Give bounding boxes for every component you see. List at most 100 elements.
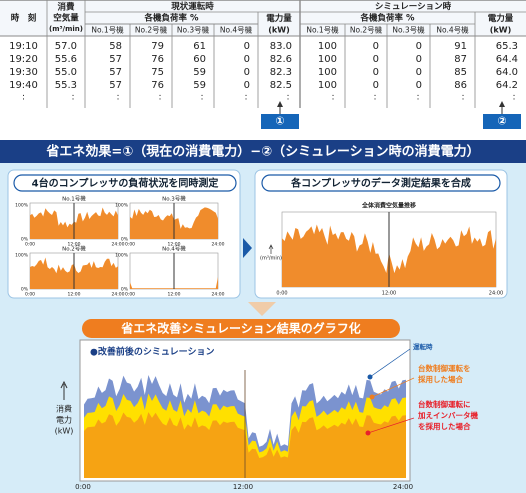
table-cell: 0 — [244, 41, 250, 52]
table-ellipsis: : — [416, 93, 419, 103]
composite-y-label: (m³/min) — [260, 256, 282, 262]
table-ellipsis: : — [200, 93, 203, 103]
table-cell: 0 — [373, 41, 379, 52]
table-cell: 83.0 — [270, 41, 292, 52]
table-cell: 64.4 — [496, 54, 518, 65]
table-cell: 57.0 — [55, 41, 77, 52]
table-ellipsis: : — [158, 93, 161, 103]
left-panel-title: 4台のコンプレッサの負荷状況を同時測定 — [32, 177, 219, 190]
small-chart-y-label: 0% — [121, 287, 129, 293]
table-cell: 0 — [416, 54, 422, 65]
table-header-bg — [0, 0, 526, 36]
header-power: 電力量 — [488, 13, 514, 24]
composite-y-arrow — [268, 244, 274, 254]
marker-box — [261, 114, 299, 129]
result-y-label: 消費 — [56, 404, 72, 414]
small-chart-x-label: 24:00 — [212, 292, 225, 298]
marker-box — [483, 114, 521, 129]
marker-arrowhead — [499, 101, 505, 107]
table-cell: 19:10 — [9, 41, 38, 52]
small-chart-x-label: 0:00 — [25, 242, 35, 248]
table-cell: 100 — [318, 80, 337, 91]
header-unit: No.1号機 — [91, 25, 124, 35]
header-power: 電力量 — [266, 13, 292, 24]
table-cell: 0 — [373, 54, 379, 65]
leader-current — [369, 348, 411, 378]
result-title: 省エネ改善シミュレーション結果のグラフ化 — [120, 321, 361, 336]
table-ellipsis: : — [461, 93, 464, 103]
leader-inverter — [367, 417, 415, 434]
table-ellipsis: : — [286, 93, 289, 103]
table-cell: 75 — [151, 67, 164, 78]
table-cell: 91 — [454, 41, 467, 52]
table-cell: 60 — [193, 54, 206, 65]
label-current: 運転時 — [413, 342, 433, 351]
table-cell: 65.3 — [496, 41, 518, 52]
leader-count-control — [371, 377, 415, 398]
table-ellipsis: : — [512, 93, 515, 103]
composite-x-label: 0:00 — [276, 291, 287, 297]
header-unit: No.2号機 — [135, 25, 168, 35]
table-cell: 0 — [244, 80, 250, 91]
composite-x-label: 12:00 — [382, 291, 396, 297]
small-chart-y-label: 100% — [115, 203, 129, 209]
header-unit: No.2号機 — [350, 25, 383, 35]
label-count-control: 採用した場合 — [418, 374, 463, 384]
header-load: 各機負荷率 % — [144, 13, 199, 24]
result-y-label: 電力 — [56, 415, 72, 425]
small-chart-title: No.4号機 — [162, 245, 186, 253]
table-cell: 57 — [109, 54, 122, 65]
table-ellipsis: : — [373, 93, 376, 103]
small-chart-title: No.3号機 — [162, 195, 186, 203]
header-current: 現状運転時 — [171, 1, 214, 12]
table-cell: 79 — [151, 41, 164, 52]
header-unit: No.1号機 — [306, 25, 339, 35]
table-ellipsis: : — [116, 93, 119, 103]
header-simulation: シミュレーション時 — [375, 1, 452, 12]
table-cell: 55.6 — [55, 54, 77, 65]
table-cell: 19:40 — [9, 80, 38, 91]
marker-arrowhead — [277, 101, 283, 107]
table-cell: 0 — [244, 54, 250, 65]
result-legend: ●改善前後のシミュレーション — [90, 346, 215, 358]
small-chart-y-label: 0% — [121, 237, 129, 243]
table-cell: 100 — [318, 67, 337, 78]
panel-arrow — [243, 238, 252, 258]
small-chart-y-label: 0% — [21, 287, 29, 293]
label-inverter: を採用した場合 — [418, 421, 471, 431]
table-cell: 85 — [454, 67, 467, 78]
banner-text: 省エネ効果=①（現在の消費電力）−②（シミュレーション時の消費電力） — [45, 144, 479, 160]
table-cell: 58 — [109, 41, 122, 52]
header-unit: No.3号機 — [392, 25, 425, 35]
table-ellipsis: : — [244, 93, 247, 103]
small-chart-x-label: 24:00 — [112, 242, 125, 248]
small-chart-x-label: 0:00 — [125, 242, 135, 248]
table-cell: 87 — [454, 54, 467, 65]
small-chart-title: No.2号機 — [62, 245, 86, 253]
table-cell: 0 — [416, 41, 422, 52]
small-chart-y-label: 100% — [15, 253, 29, 259]
header-air: 空気量 — [53, 13, 79, 24]
small-chart-y-label: 100% — [115, 253, 129, 259]
small-chart-x-label: 12:00 — [68, 292, 81, 298]
table-cell: 82.6 — [270, 54, 292, 65]
table-cell: 57 — [109, 80, 122, 91]
table-cell: 19:30 — [9, 67, 38, 78]
composite-x-label: 24:00 — [489, 291, 503, 297]
table-cell: 19:20 — [9, 54, 38, 65]
small-chart-title: No.1号機 — [62, 195, 86, 203]
left-panel-title-bg — [13, 174, 237, 192]
marker-label: ① — [275, 115, 284, 128]
label-inverter: 台数制御運転に — [418, 399, 471, 409]
small-chart-y-label: 100% — [15, 203, 29, 209]
table-cell: 86 — [454, 80, 467, 91]
header-air: (m³/min) — [49, 25, 83, 33]
table-cell: 64.2 — [496, 80, 518, 91]
result-y-label: (kW) — [55, 427, 74, 436]
small-chart-x-label: 12:00 — [68, 242, 81, 248]
table-cell: 0 — [244, 67, 250, 78]
header-unit: No.4号機 — [436, 25, 469, 35]
header-unit: No.4号機 — [220, 25, 253, 35]
label-count-control: 台数制御運転を — [418, 363, 471, 373]
table-cell: 0 — [373, 80, 379, 91]
